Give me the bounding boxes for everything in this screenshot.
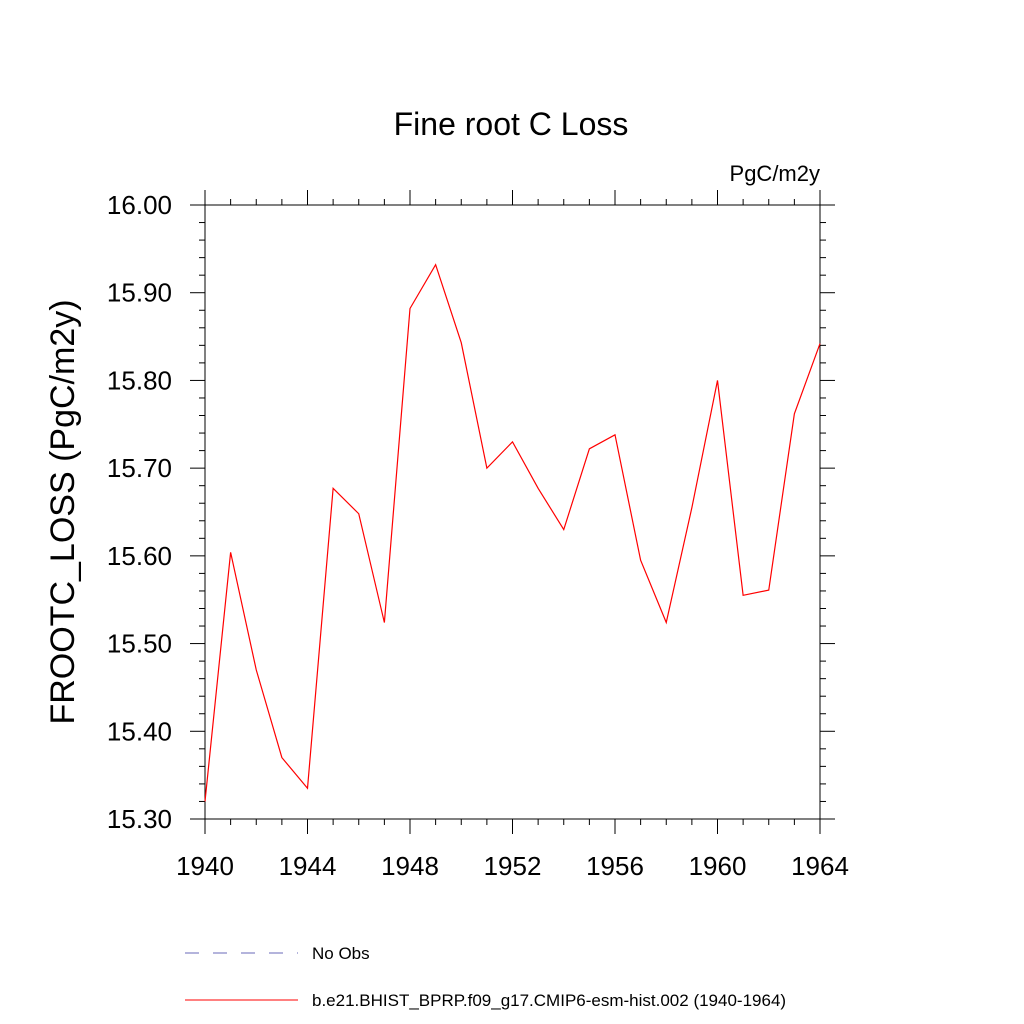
legend-label: No Obs (312, 944, 370, 963)
x-tick-label: 1944 (279, 851, 337, 881)
x-tick-label: 1964 (791, 851, 849, 881)
units-label: PgC/m2y (730, 161, 820, 186)
series-lines (204, 263, 821, 802)
y-tick-label: 15.90 (107, 278, 172, 308)
y-tick-label: 15.60 (107, 541, 172, 571)
legend: No Obs b.e21.BHIST_BPRP.f09_g17.CMIP6-esm… (185, 944, 786, 1010)
x-tick-label: 1940 (176, 851, 234, 881)
plot-frame (204, 204, 821, 820)
x-tick-label: 1948 (381, 851, 439, 881)
tick-marks (190, 190, 835, 834)
y-tick-labels: 15.30 15.40 15.50 15.60 15.70 15.80 15.90 16.00 (107, 190, 172, 834)
chart-title: Fine root C Loss (394, 106, 629, 142)
x-tick-label: 1960 (689, 851, 747, 881)
series-line (204, 263, 821, 802)
y-tick-label: 15.40 (107, 716, 172, 746)
y-tick-label: 15.80 (107, 365, 172, 395)
y-tick-label: 15.30 (107, 804, 172, 834)
y-tick-label: 16.00 (107, 190, 172, 220)
y-axis-label: FROOTC_LOSS (PgC/m2y) (44, 299, 82, 724)
x-tick-labels: 1940 1944 1948 1952 1956 1960 1964 (176, 851, 849, 881)
legend-label: b.e21.BHIST_BPRP.f09_g17.CMIP6-esm-hist.… (312, 991, 786, 1010)
y-tick-label: 15.50 (107, 629, 172, 659)
y-tick-label: 15.70 (107, 453, 172, 483)
x-tick-label: 1952 (484, 851, 542, 881)
x-tick-label: 1956 (586, 851, 644, 881)
